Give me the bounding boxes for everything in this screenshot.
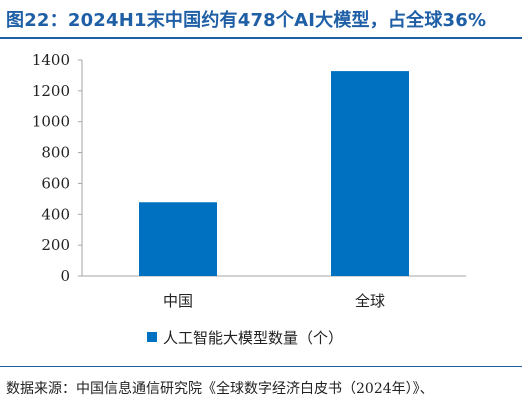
y-tick-label: 800	[41, 144, 70, 162]
bar-group	[139, 71, 409, 276]
y-tick-label: 200	[41, 236, 70, 254]
x-tick-label: 中国	[163, 292, 193, 310]
source-note: 数据来源：中国信息通信研究院《全球数字经济白皮书（2024年）》、	[6, 381, 434, 397]
bar	[331, 71, 409, 276]
chart-title: 图22：2024H1末中国约有478个AI大模型，占全球36%	[6, 10, 487, 31]
bar	[139, 202, 217, 276]
y-tick-label: 600	[41, 174, 70, 192]
legend-label: 人工智能大模型数量（个）	[163, 329, 343, 347]
bar-chart: 0 200 400 600 800 1000 1200 1400 中国 全球 人工智能大模型数量…	[32, 51, 466, 347]
legend-swatch	[147, 332, 157, 342]
source-rule	[0, 366, 522, 367]
y-tick-label: 0	[60, 267, 70, 285]
y-tick-label: 1200	[32, 82, 70, 100]
title-rule	[0, 37, 522, 39]
x-tick-group: 中国 全球	[163, 292, 385, 310]
y-tick-group: 0 200 400 600 800 1000 1200 1400	[32, 51, 82, 285]
x-tick-label: 全球	[355, 292, 385, 310]
legend: 人工智能大模型数量（个）	[147, 329, 343, 347]
y-tick-label: 1000	[32, 113, 70, 131]
y-tick-label: 400	[41, 205, 70, 223]
y-tick-label: 1400	[32, 51, 70, 69]
